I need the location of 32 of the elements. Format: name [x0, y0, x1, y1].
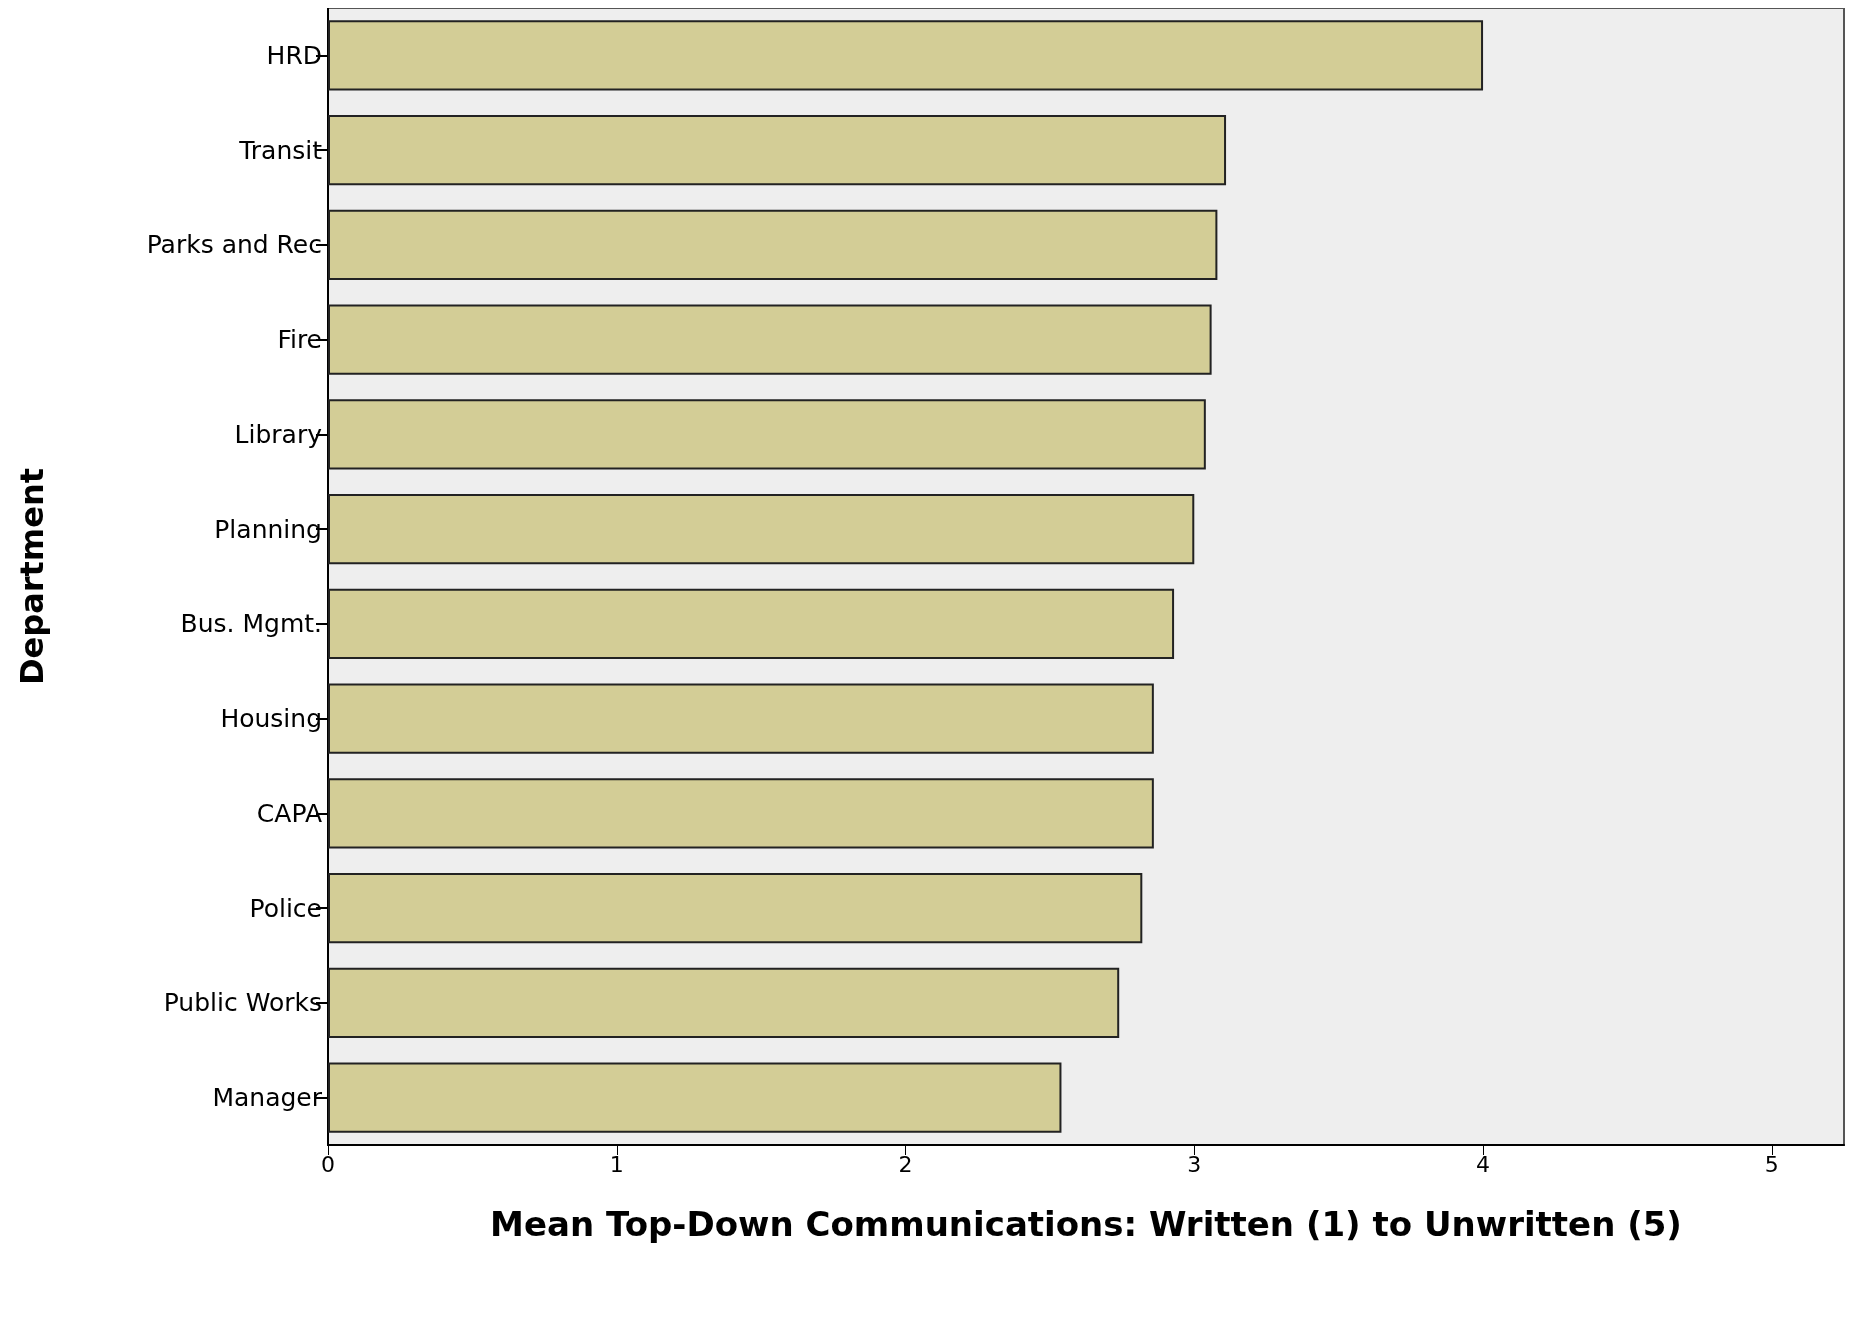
y-tick-label: CAPA: [256, 798, 322, 828]
bar: [328, 115, 1227, 186]
y-tick-label: Police: [249, 893, 322, 923]
x-tick-label: 2: [898, 1151, 913, 1177]
bar: [328, 20, 1484, 91]
bar: [328, 1062, 1062, 1133]
y-tick-label: Public Works: [163, 988, 322, 1018]
x-tick-label: 0: [321, 1151, 335, 1177]
y-tick-label: Planning: [214, 514, 322, 544]
x-axis-title: Mean Top-Down Communications: Written (1) to Unwritten (5): [490, 1204, 1682, 1244]
bar: [328, 399, 1206, 470]
y-tick-label: Manager: [212, 1083, 323, 1113]
bar: [328, 778, 1154, 849]
bar: [328, 873, 1143, 944]
y-tick-label: Bus. Mgmt.: [180, 609, 322, 639]
x-tick-label: 1: [609, 1151, 624, 1177]
bar: [328, 683, 1154, 754]
bar: [328, 209, 1218, 280]
x-tick-label: 3: [1187, 1151, 1202, 1177]
y-axis-title: Department: [13, 468, 51, 685]
y-tick-label: Transit: [238, 135, 323, 165]
y-tick-label: Housing: [220, 704, 322, 734]
y-tick-label: Parks and Rec: [146, 230, 322, 260]
bar: [328, 494, 1195, 565]
bar: [328, 967, 1120, 1038]
y-tick-label: HRD: [266, 40, 322, 70]
y-tick-label: Library: [234, 419, 323, 449]
y-tick-label: Fire: [277, 325, 322, 355]
bar: [328, 304, 1212, 375]
x-tick-label: 4: [1476, 1151, 1491, 1177]
bar: [328, 588, 1175, 659]
x-tick-label: 5: [1764, 1151, 1779, 1177]
